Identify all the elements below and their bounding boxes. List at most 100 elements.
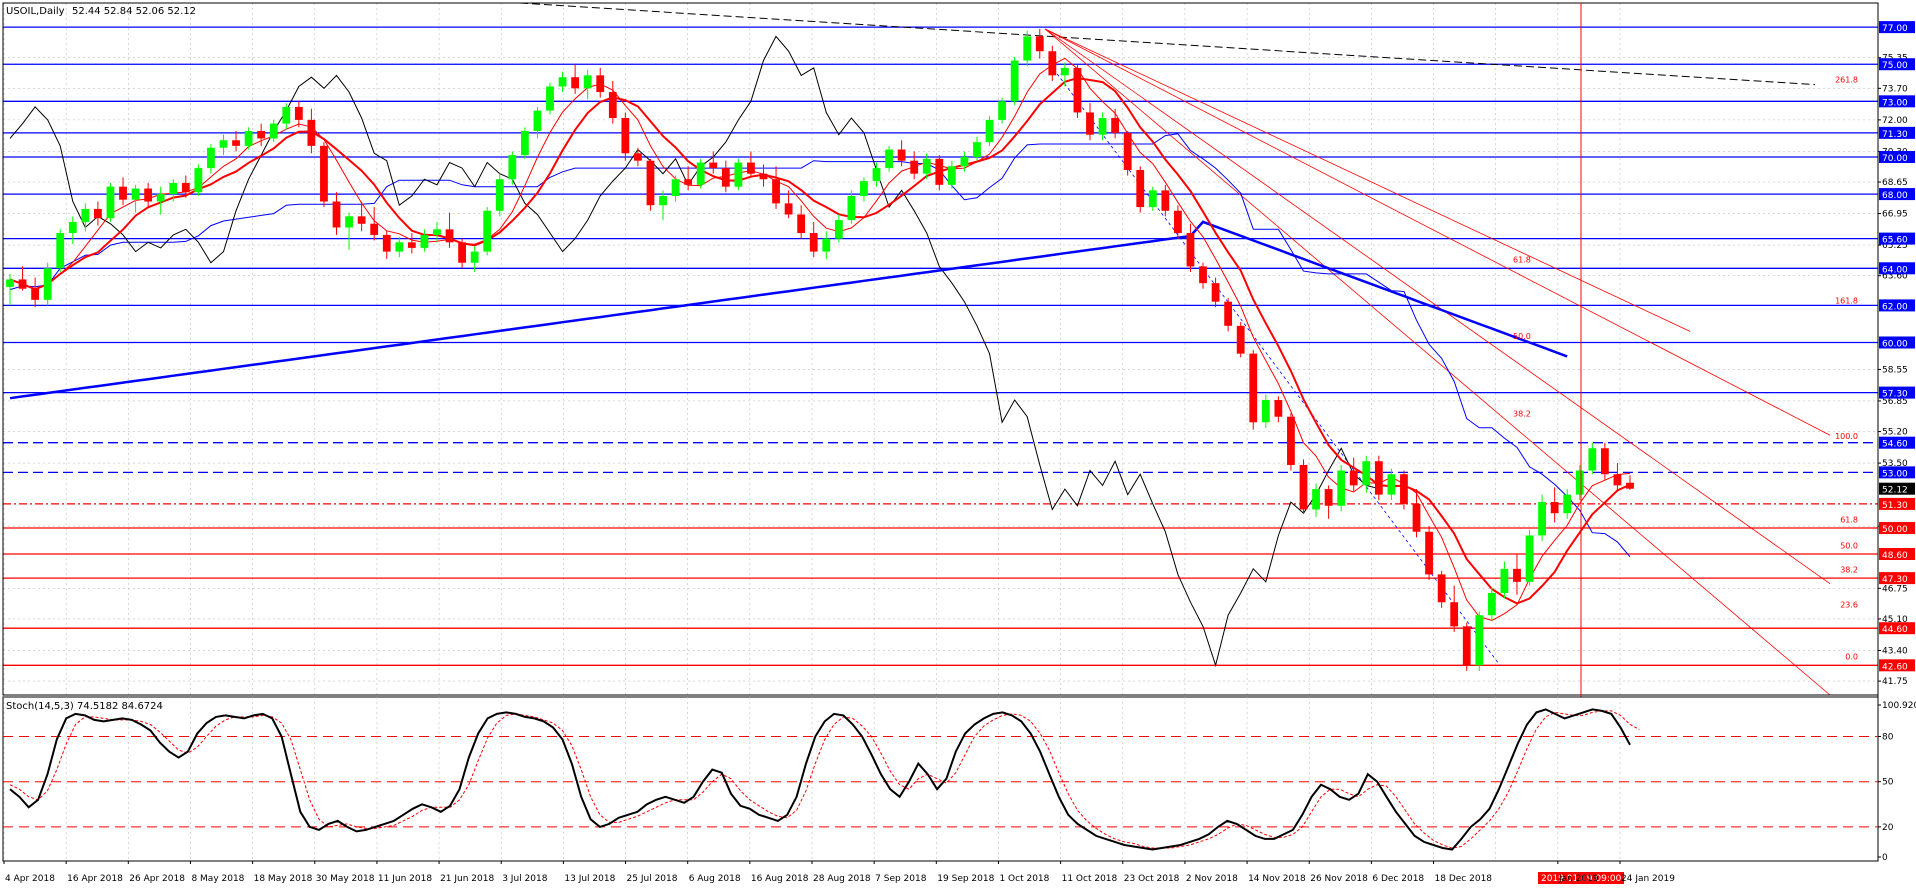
candle-body: [382, 234, 391, 252]
candle: [1550, 487, 1559, 523]
level-tag: 42.60: [1879, 659, 1915, 672]
candle-body: [269, 123, 278, 139]
stoch-lines: [9, 708, 1640, 851]
candle-body: [1224, 301, 1233, 326]
candle-body: [1010, 60, 1019, 102]
candle-body: [68, 221, 77, 234]
candle-body: [998, 101, 1006, 120]
level-tag: 47.30: [1879, 572, 1915, 585]
candle-body: [1500, 568, 1509, 593]
candle-body: [721, 168, 730, 187]
candle-body: [1048, 51, 1057, 76]
level-tag-text: 47.30: [1882, 575, 1908, 585]
candle: [1538, 494, 1546, 542]
candle-body: [119, 186, 127, 200]
time-tick-label: 16 Apr 2018: [67, 874, 123, 884]
candle: [621, 112, 630, 161]
fib-fan-line: [1044, 28, 1831, 696]
candle-body: [1550, 502, 1559, 514]
candle-body: [1462, 626, 1471, 666]
current-price-tag: 52.12: [1879, 482, 1915, 496]
level-tag-text: 51.30: [1882, 501, 1908, 511]
candle-body: [1211, 283, 1220, 302]
candle: [1462, 622, 1471, 671]
candle: [1425, 526, 1433, 580]
candle-body: [131, 188, 140, 200]
level-tag-bg: [1879, 336, 1915, 349]
candle: [1626, 475, 1634, 490]
candle-body: [809, 233, 818, 252]
current-price-text: 52.12: [1882, 486, 1908, 496]
candle: [747, 151, 755, 178]
level-tag-text: 77.00: [1882, 24, 1908, 34]
time-tick-label: 4 Apr 2018: [5, 874, 55, 884]
level-tag-text: 54.60: [1882, 440, 1908, 450]
level-tag: 54.60: [1879, 436, 1915, 450]
candle: [935, 155, 944, 191]
candle-body: [81, 208, 90, 222]
candle: [1487, 587, 1496, 621]
candle-body: [960, 156, 969, 167]
candle: [1475, 611, 1484, 671]
candle: [1186, 223, 1195, 273]
time-tick-label: Jan 2019: [1558, 874, 1599, 884]
candle-body: [772, 179, 780, 204]
level-tag: 68.00: [1879, 188, 1915, 201]
candle: [596, 67, 605, 98]
candle: [345, 212, 353, 250]
time-tick-label: 23 Oct 2018: [1124, 874, 1180, 884]
candle: [1500, 561, 1509, 599]
level-tag-bg: [1879, 188, 1915, 201]
candle: [294, 101, 303, 128]
candle-body: [420, 234, 429, 248]
candle: [583, 69, 592, 100]
price-tick-label: 43.40: [1882, 646, 1908, 656]
candle: [659, 190, 667, 221]
candle: [495, 173, 504, 217]
time-marker-bg: [1538, 872, 1624, 884]
level-tag-bg: [1879, 126, 1915, 139]
candle-body: [621, 118, 630, 154]
candle: [684, 166, 693, 191]
stoch-signal-line: [9, 710, 1640, 849]
candle: [1349, 457, 1358, 491]
level-tag-text: 53.00: [1882, 469, 1908, 479]
candle-body: [935, 158, 944, 185]
candle-body: [43, 268, 52, 300]
candle: [1161, 184, 1170, 217]
stoch-tick-label: 80: [1882, 733, 1894, 743]
candle-body: [1148, 190, 1157, 208]
candle: [1136, 166, 1145, 213]
candle-body: [407, 242, 416, 248]
time-tick-label: 3 Jul 2018: [502, 874, 547, 884]
candle: [797, 205, 806, 239]
candle-body: [56, 233, 65, 269]
candle: [18, 266, 27, 291]
price-tick-label: 41.75: [1882, 677, 1908, 687]
level-tag-text: 70.00: [1882, 154, 1908, 164]
time-tick-label: 7 Sep 2018: [875, 874, 927, 884]
current-price-bg: [1879, 482, 1915, 495]
candle: [1035, 28, 1044, 59]
candle-body: [370, 223, 379, 235]
candle-body: [1362, 461, 1371, 486]
time-tick-label: 26 Apr 2018: [129, 874, 185, 884]
candle-body: [357, 216, 366, 224]
time-tick-label: 18 Dec 2018: [1435, 874, 1493, 884]
candle: [269, 119, 278, 143]
price-tick-label: 55.20: [1882, 428, 1908, 438]
candle-body: [985, 119, 994, 143]
time-marker-text: 2019.01.09 09:00: [1541, 874, 1622, 884]
level-tag-bg: [1879, 58, 1915, 71]
candle-body: [1136, 169, 1145, 208]
candle: [382, 231, 391, 260]
candle: [1437, 570, 1446, 608]
level-tag-bg: [1879, 386, 1915, 399]
candle: [357, 201, 366, 232]
time-tick-label: 30 May 2018: [316, 874, 375, 884]
candle: [232, 131, 240, 152]
price-tick-label: 63.60: [1882, 272, 1908, 282]
candle-body: [734, 162, 743, 187]
fib-fan-line: [1044, 28, 1831, 436]
